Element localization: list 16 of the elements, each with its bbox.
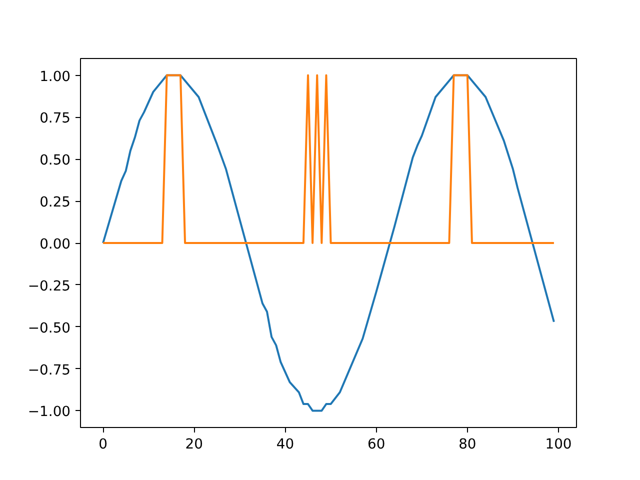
y-tick-label: 1.00: [40, 68, 71, 85]
y-tick-label: 0.75: [40, 110, 71, 127]
y-tick-label: 0.25: [40, 194, 71, 211]
y-tick-label: −0.50: [28, 320, 71, 336]
x-tick-label: 100: [545, 436, 572, 452]
line-series: [102, 74, 555, 412]
y-tick-label: −0.25: [28, 278, 71, 294]
x-tick-label: 0: [98, 436, 108, 452]
y-tick-label: 0.50: [40, 152, 71, 169]
y-tick-label: −0.75: [28, 362, 71, 378]
x-tick-label: 20: [185, 436, 203, 452]
x-tick-label: 60: [367, 436, 386, 452]
x-tick-label: 40: [276, 436, 294, 452]
x-tick-label: 80: [458, 436, 476, 452]
y-tick-label: −1.00: [28, 404, 71, 420]
y-tick-label: 0.00: [40, 236, 71, 252]
